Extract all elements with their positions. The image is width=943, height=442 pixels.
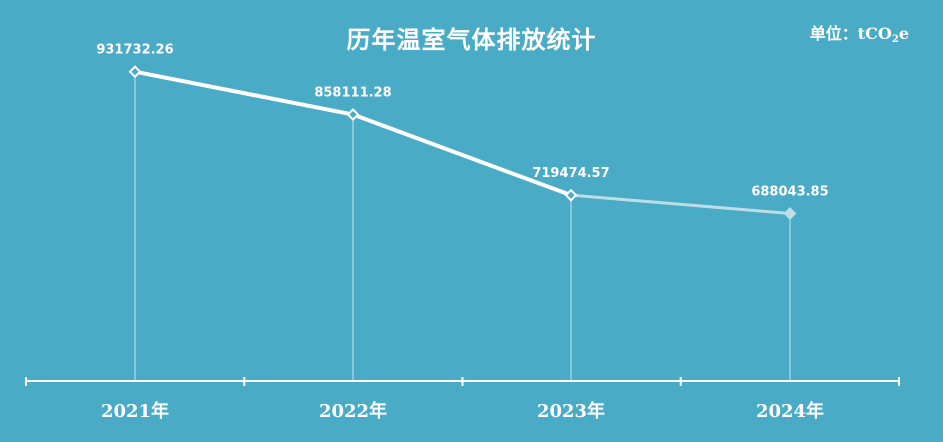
data-point-4 bbox=[783, 207, 797, 220]
data-label-2: 858111.28 bbox=[314, 86, 391, 101]
data-label-1: 931732.26 bbox=[96, 43, 173, 58]
unit-suffix: e bbox=[898, 24, 909, 43]
series-line-segment-2 bbox=[351, 112, 573, 198]
x-tick-label-1: 2021年 bbox=[101, 400, 169, 422]
unit-label: 单位：tCO2e bbox=[810, 20, 909, 45]
unit-subscript: 2 bbox=[891, 34, 899, 45]
data-label-4: 688043.85 bbox=[751, 184, 828, 199]
data-point-1 bbox=[128, 65, 142, 79]
x-tick-label-4: 2024年 bbox=[756, 400, 824, 422]
chart-title: 历年温室气体排放统计 bbox=[346, 25, 597, 54]
x-tick-label-2: 2022年 bbox=[319, 400, 387, 422]
data-point-3 bbox=[564, 188, 578, 202]
data-point-2 bbox=[346, 108, 360, 121]
x-tick-label-3: 2023年 bbox=[537, 400, 605, 422]
series-line-segment-3 bbox=[569, 193, 792, 215]
series-line-segment-1 bbox=[133, 69, 355, 117]
unit-prefix: 单位：tCO bbox=[809, 24, 892, 43]
data-label-3: 719474.57 bbox=[532, 166, 609, 181]
